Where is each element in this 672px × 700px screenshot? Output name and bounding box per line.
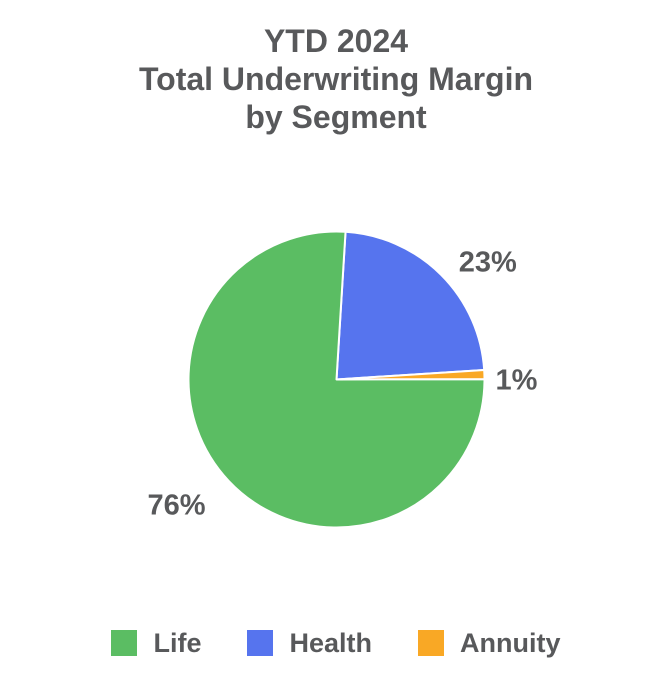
legend-item-life[interactable]: Life: [111, 629, 201, 657]
chart-title: YTD 2024 Total Underwriting Margin by Se…: [138, 23, 534, 135]
legend: Life Health Annuity: [0, 629, 672, 657]
legend-swatch-annuity: [418, 630, 445, 656]
legend-label-annuity: Annuity: [460, 628, 561, 658]
slice-label-annuity: 1%: [496, 365, 538, 397]
pie-slice-health[interactable]: [335, 230, 486, 381]
slice-label-life: 76%: [148, 490, 206, 522]
slice-label-health: 23%: [459, 246, 517, 278]
legend-swatch-life: [111, 630, 138, 656]
legend-swatch-health: [247, 630, 274, 656]
legend-label-health: Health: [289, 628, 373, 658]
legend-item-annuity[interactable]: Annuity: [418, 629, 561, 657]
pie-slice-life[interactable]: [187, 230, 486, 529]
legend-item-health[interactable]: Health: [247, 629, 372, 657]
legend-label-life: Life: [153, 628, 202, 658]
